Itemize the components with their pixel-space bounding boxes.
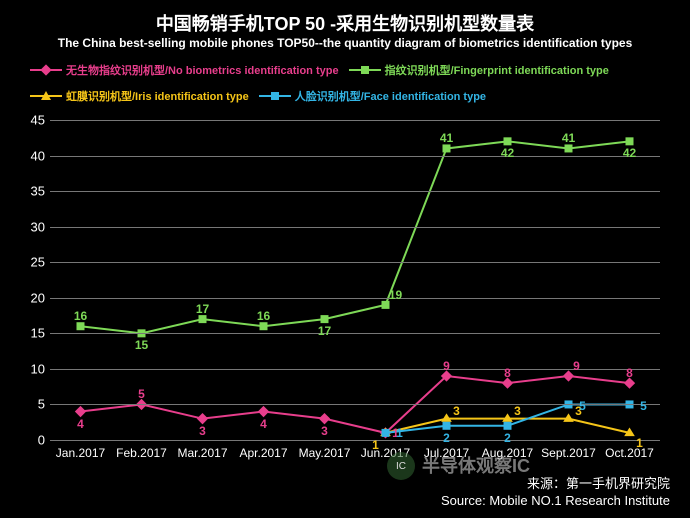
- data-label-iris: 1: [636, 436, 643, 450]
- plot-area: 051015202530354045Jan.2017Feb.2017Mar.20…: [50, 120, 660, 440]
- x-tick-label: Oct.2017: [600, 446, 660, 460]
- marker-iris: [502, 413, 513, 422]
- data-label-face: 2: [443, 431, 450, 445]
- data-label-fingerprint: 42: [501, 146, 514, 160]
- legend: 无生物指纹识别机型/No biometrics identification t…: [0, 58, 690, 108]
- legend-label: 虹膜识别机型/Iris identification type: [66, 88, 249, 104]
- legend-item: 虹膜识别机型/Iris identification type: [30, 88, 249, 104]
- title-en: The China best-selling mobile phones TOP…: [0, 36, 690, 58]
- marker-fingerprint: [199, 315, 207, 323]
- data-label-no_biometrics: 5: [138, 387, 145, 401]
- marker-fingerprint: [77, 322, 85, 330]
- watermark-badge: IC: [387, 452, 415, 480]
- legend-item: 指纹识别机型/Fingerprint identification type: [349, 62, 609, 78]
- grid-line: [50, 404, 660, 405]
- marker-no_biometrics: [258, 406, 269, 417]
- data-label-face: 5: [640, 399, 647, 413]
- y-tick-label: 25: [20, 255, 45, 270]
- y-tick-label: 35: [20, 184, 45, 199]
- grid-line: [50, 333, 660, 334]
- grid-line: [50, 191, 660, 192]
- grid-line: [50, 120, 660, 121]
- marker-face: [504, 422, 512, 430]
- data-label-iris: 3: [514, 404, 521, 418]
- grid-line: [50, 298, 660, 299]
- legend-item: 人脸识别机型/Face identification type: [259, 88, 486, 104]
- marker-fingerprint: [260, 322, 268, 330]
- data-label-no_biometrics: 8: [626, 366, 633, 380]
- grid-line: [50, 440, 660, 441]
- data-label-no_biometrics: 8: [504, 366, 511, 380]
- data-label-face: 2: [504, 431, 511, 445]
- grid-line: [50, 369, 660, 370]
- legend-label: 指纹识别机型/Fingerprint identification type: [385, 62, 609, 78]
- data-label-no_biometrics: 9: [573, 359, 580, 373]
- data-label-face: 1: [396, 426, 403, 440]
- y-tick-label: 15: [20, 326, 45, 341]
- title-zh: 中国畅销手机TOP 50 -采用生物识别机型数量表: [0, 0, 690, 36]
- marker-fingerprint: [382, 301, 390, 309]
- y-tick-label: 45: [20, 113, 45, 128]
- data-label-fingerprint: 42: [623, 146, 636, 160]
- x-tick-label: Mar.2017: [173, 446, 233, 460]
- data-label-fingerprint: 17: [196, 302, 209, 316]
- marker-no_biometrics: [319, 413, 330, 424]
- x-tick-label: May.2017: [295, 446, 355, 460]
- grid-line: [50, 262, 660, 263]
- marker-fingerprint: [626, 137, 634, 145]
- data-label-no_biometrics: 4: [260, 417, 267, 431]
- data-label-iris: 1: [372, 438, 379, 452]
- y-tick-label: 40: [20, 148, 45, 163]
- marker-face: [443, 422, 451, 430]
- data-label-iris: 3: [453, 404, 460, 418]
- y-tick-label: 20: [20, 290, 45, 305]
- marker-no_biometrics: [75, 406, 86, 417]
- marker-no_biometrics: [197, 413, 208, 424]
- data-label-fingerprint: 17: [318, 324, 331, 338]
- source-en: Source: Mobile NO.1 Research Institute: [441, 493, 670, 510]
- y-tick-label: 5: [20, 397, 45, 412]
- data-label-fingerprint: 41: [440, 131, 453, 145]
- data-label-face: 5: [579, 399, 586, 413]
- data-label-no_biometrics: 3: [199, 424, 206, 438]
- chart-container: 中国畅销手机TOP 50 -采用生物识别机型数量表 The China best…: [0, 0, 690, 518]
- grid-line: [50, 227, 660, 228]
- data-label-fingerprint: 16: [257, 309, 270, 323]
- y-tick-label: 0: [20, 433, 45, 448]
- data-label-fingerprint: 16: [74, 309, 87, 323]
- marker-iris: [563, 413, 574, 422]
- data-label-no_biometrics: 4: [77, 417, 84, 431]
- marker-fingerprint: [565, 144, 573, 152]
- legend-label: 无生物指纹识别机型/No biometrics identification t…: [66, 62, 339, 78]
- y-tick-label: 30: [20, 219, 45, 234]
- data-label-no_biometrics: 3: [321, 424, 328, 438]
- x-tick-label: Apr.2017: [234, 446, 294, 460]
- y-tick-label: 10: [20, 361, 45, 376]
- legend-item: 无生物指纹识别机型/No biometrics identification t…: [30, 62, 339, 78]
- x-tick-label: Sept.2017: [539, 446, 599, 460]
- marker-fingerprint: [321, 315, 329, 323]
- data-label-fingerprint: 15: [135, 338, 148, 352]
- data-label-fingerprint: 19: [389, 288, 402, 302]
- x-tick-label: Jan.2017: [51, 446, 111, 460]
- marker-iris: [441, 413, 452, 422]
- data-label-fingerprint: 41: [562, 131, 575, 145]
- grid-line: [50, 156, 660, 157]
- marker-fingerprint: [443, 144, 451, 152]
- source-zh: 来源：第一手机界研究院: [441, 476, 670, 493]
- marker-fingerprint: [504, 137, 512, 145]
- x-tick-label: Feb.2017: [112, 446, 172, 460]
- source-block: 来源：第一手机界研究院 Source: Mobile NO.1 Research…: [441, 476, 670, 510]
- marker-face: [382, 429, 390, 437]
- legend-label: 人脸识别机型/Face identification type: [295, 88, 486, 104]
- data-label-no_biometrics: 9: [443, 359, 450, 373]
- series-line-fingerprint: [81, 141, 630, 333]
- watermark-text: 半导体观察IC: [422, 452, 530, 478]
